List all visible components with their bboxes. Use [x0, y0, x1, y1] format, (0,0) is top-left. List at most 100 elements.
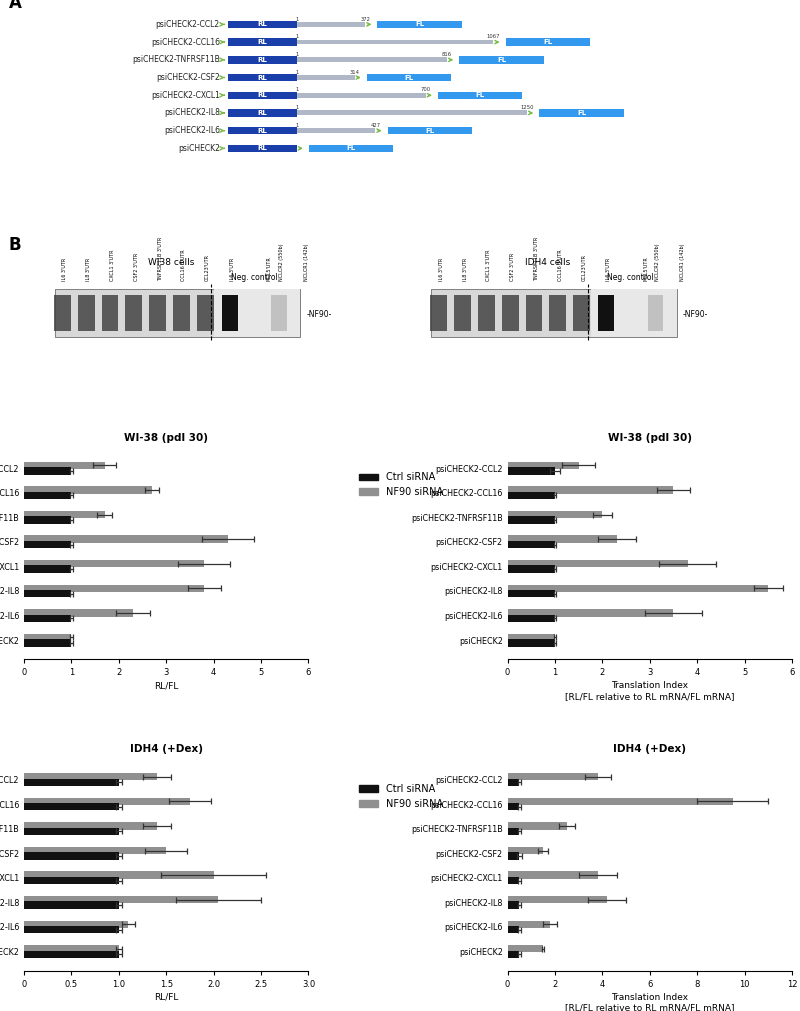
Bar [297, 128, 375, 133]
Bar [24, 877, 119, 885]
Bar [24, 590, 71, 598]
Text: FL: FL [543, 39, 552, 45]
Bar [227, 109, 297, 116]
Text: WI38 cells: WI38 cells [148, 259, 194, 268]
Text: FL: FL [346, 146, 356, 152]
Bar [309, 145, 394, 152]
Bar [507, 803, 519, 811]
Bar [227, 74, 297, 81]
Bar [24, 778, 119, 786]
Text: 1: 1 [295, 105, 298, 110]
Text: CCL23'UTR: CCL23'UTR [582, 255, 586, 281]
Text: RL: RL [258, 57, 267, 63]
Text: RL: RL [258, 75, 267, 81]
Bar [454, 295, 471, 331]
Text: 700: 700 [421, 87, 430, 92]
Text: -NF90-: -NF90- [683, 309, 708, 318]
Text: MCL5'UTR: MCL5'UTR [643, 257, 648, 281]
Bar [297, 39, 494, 44]
Bar [430, 295, 447, 331]
Bar [526, 295, 542, 331]
Bar [507, 773, 598, 780]
Text: psiCHECK2: psiCHECK2 [178, 144, 220, 153]
Bar [227, 56, 297, 64]
Bar [227, 92, 297, 99]
Bar [507, 615, 555, 622]
Text: IDH4 cells: IDH4 cells [525, 259, 570, 268]
Bar [24, 803, 119, 811]
Bar [24, 773, 157, 780]
Text: psiCHECK2-CXCL1: psiCHECK2-CXCL1 [151, 91, 220, 100]
Bar [507, 847, 543, 854]
Bar [222, 295, 238, 331]
Bar [24, 541, 71, 548]
Bar [438, 92, 522, 99]
Bar [173, 295, 190, 331]
Bar [227, 145, 297, 152]
Text: TNFRSF11B 3'UTR: TNFRSF11B 3'UTR [534, 238, 539, 281]
Bar [507, 778, 519, 786]
Bar [149, 295, 166, 331]
Text: 372: 372 [360, 16, 370, 21]
Text: MCL5'UTR: MCL5'UTR [266, 257, 272, 281]
Text: IL8 3'UTR: IL8 3'UTR [86, 258, 91, 281]
Bar [24, 467, 71, 474]
Text: NCLCR1 (142b): NCLCR1 (142b) [303, 244, 309, 281]
Bar [24, 945, 119, 952]
Bar [367, 74, 451, 81]
Bar [431, 289, 677, 337]
Bar [54, 289, 301, 337]
Bar [102, 295, 118, 331]
Bar [590, 289, 677, 337]
Text: 1: 1 [295, 70, 298, 75]
Text: FL: FL [476, 92, 485, 98]
Text: RL: RL [258, 127, 267, 133]
Text: NCLCR1 (142b): NCLCR1 (142b) [680, 244, 685, 281]
Bar [507, 902, 519, 909]
Bar [24, 926, 119, 933]
Text: psiCHECK2-IL8: psiCHECK2-IL8 [164, 108, 220, 117]
Bar [507, 871, 598, 879]
Text: CSF2 3'UTR: CSF2 3'UTR [134, 253, 139, 281]
Text: CSF2 3'UTR: CSF2 3'UTR [510, 253, 515, 281]
Bar [24, 491, 71, 499]
Bar [24, 536, 228, 543]
Text: FL: FL [405, 75, 414, 81]
Text: RL: RL [258, 92, 267, 98]
Bar [507, 590, 555, 598]
Bar [507, 560, 688, 567]
Bar [507, 511, 602, 519]
Text: psiCHECK2-IL6: psiCHECK2-IL6 [164, 126, 220, 135]
Bar [648, 295, 663, 331]
Bar [24, 565, 71, 573]
Bar [507, 798, 733, 805]
Legend: Ctrl siRNA, NF90 siRNA: Ctrl siRNA, NF90 siRNA [354, 779, 447, 813]
Bar [24, 639, 71, 646]
Text: 314: 314 [350, 70, 359, 75]
Bar [24, 462, 105, 469]
Bar [507, 950, 519, 957]
Bar [24, 902, 119, 909]
Bar [271, 295, 286, 331]
Bar [78, 295, 94, 331]
Bar [214, 289, 301, 337]
Bar [378, 20, 462, 28]
Bar [507, 828, 519, 835]
Bar [24, 921, 128, 928]
Text: -NF90-: -NF90- [306, 309, 332, 318]
Bar [507, 634, 555, 641]
Bar [459, 56, 544, 64]
Bar [478, 295, 494, 331]
Text: psiCHECK2-CSF2: psiCHECK2-CSF2 [156, 73, 220, 82]
Bar [227, 20, 297, 28]
Text: FL: FL [415, 21, 424, 27]
Text: A: A [9, 0, 22, 12]
Text: CCL16 3'UTR: CCL16 3'UTR [558, 250, 562, 281]
Bar [126, 295, 142, 331]
Text: CXCL1 3'UTR: CXCL1 3'UTR [486, 250, 491, 281]
Bar [507, 584, 768, 592]
Bar [507, 852, 519, 859]
Bar [24, 584, 204, 592]
Bar [507, 541, 555, 548]
Bar [24, 950, 119, 957]
